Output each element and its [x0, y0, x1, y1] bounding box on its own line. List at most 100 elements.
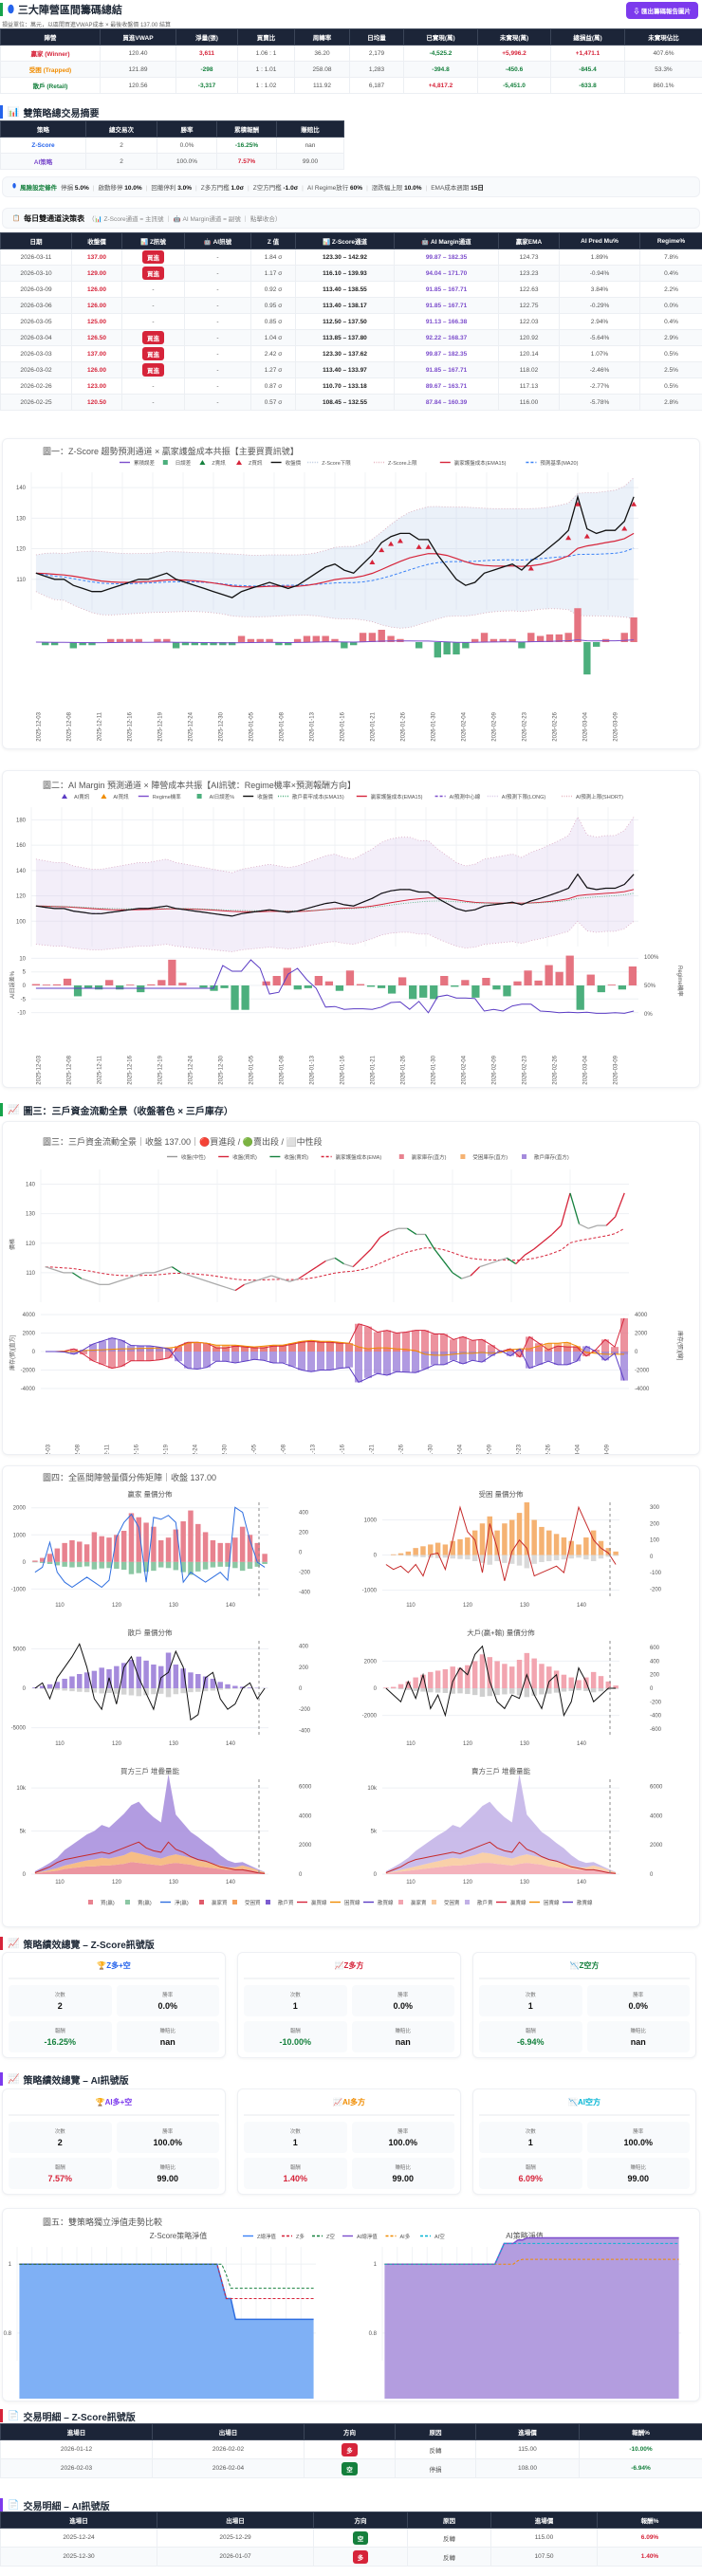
chart-title: 圖一：Z-Score 趨勢預測通道 × 贏家護盤成本共振【主要買賣訊號】 [43, 446, 299, 456]
close-segment [252, 1278, 263, 1282]
subplot-title: 受困 量價分佈 [478, 1489, 524, 1499]
volume-bar [539, 1526, 545, 1555]
legend-label: AI買訊 [113, 793, 129, 800]
table-cell: 2026-03-11 [0, 248, 72, 266]
subplot-title: AI策略淨值 [506, 2231, 544, 2240]
table-cell: 反轉 [407, 2547, 491, 2567]
table-cell: 120.56 [100, 77, 176, 94]
export-report-button[interactable]: ⇩ 匯出籌碼報告圖片 [625, 2, 698, 19]
volume-bar-negative [54, 1561, 61, 1566]
chart-icon: 📊 [8, 106, 20, 118]
column-header: 陣營 [0, 28, 101, 46]
table-cell: 空 [304, 2458, 396, 2478]
volume-bar [77, 1674, 83, 1688]
winner-inventory-bar [545, 1350, 552, 1352]
table-cell: 129.00 [71, 265, 122, 282]
close-segment [334, 1257, 344, 1265]
z-buy-marker [388, 541, 395, 546]
y2-tick-label: 2000 [650, 1843, 663, 1849]
table-cell: - [184, 361, 251, 378]
volume-bar [254, 1542, 261, 1562]
ai-error-bar [116, 985, 124, 990]
volume-bar [210, 1679, 216, 1688]
metric-value: 1 [292, 2138, 298, 2147]
legend-item: 散賣線 [563, 1899, 593, 1906]
column-header: 原因 [395, 2423, 476, 2440]
volume-bar [576, 1544, 582, 1555]
x-tick-label: 130 [520, 1880, 530, 1886]
retail-inventory-bar [165, 1349, 173, 1352]
legend-item: 散買線 [363, 1899, 394, 1906]
ai-error-bar [356, 984, 365, 985]
legend-label: AI預測中心線 [450, 793, 481, 800]
x-tick-label: 2026-01-13 [310, 711, 316, 741]
y2-tick-label: -200 [299, 1707, 311, 1713]
volume-bar [39, 1685, 46, 1688]
x-tick-label: 2026-02-23 [516, 1444, 522, 1454]
close-segment [280, 1278, 290, 1282]
column-header: 進場日 [0, 2512, 157, 2529]
ai-error-bar [31, 984, 41, 985]
y-tick-label: -2000 [635, 1369, 650, 1374]
volume-bar [114, 1665, 120, 1688]
close-segment [551, 1224, 562, 1235]
ai-error-bar [94, 985, 103, 990]
legend-swatch [199, 1900, 204, 1904]
table-row: 2026-03-09 126.00- -0.92 σ 113.40 – 138.55 9… [0, 281, 702, 298]
volume-bar-negative [405, 1688, 412, 1690]
legend-label: Z買訊 [249, 459, 263, 467]
table-cell: -5.64% [559, 329, 640, 346]
y-tick-label: -4000 [21, 1387, 36, 1392]
y2-tick-label: 0% [644, 1012, 653, 1018]
x-tick-label: 2025-12-24 [189, 711, 194, 741]
metric-label: 報酬 [289, 2029, 301, 2034]
table-cell: 36.20 [294, 45, 350, 62]
y2-tick-label: 6000 [650, 1785, 663, 1791]
daily-error-bar [107, 638, 115, 642]
table-row: 2026-03-11 137.00 買進 -1.84 σ 123.30 – 142.92… [0, 248, 702, 266]
legend-item: AI多 [385, 2233, 411, 2240]
winner-inventory-bar [298, 1342, 305, 1352]
table-cell: 2.5% [639, 361, 702, 378]
y2-tick-label: 0 [299, 1686, 303, 1692]
daily-error-bar [191, 642, 198, 646]
legend-item: 日誤差 [162, 459, 192, 467]
table-row: 2026-03-02 126.00 買進 -1.27 σ 113.40 – 133.97… [0, 361, 702, 378]
z-buy-marker [621, 525, 628, 531]
table-cell: 112.50 – 137.50 [295, 313, 395, 330]
table-cell: 1.89% [559, 248, 640, 266]
close-segment [488, 1260, 498, 1265]
close-segment [154, 1269, 163, 1274]
buy-signal-badge: 買進 [142, 250, 164, 264]
net-volume-line [34, 1841, 266, 1874]
daily-error-bar [163, 638, 171, 642]
x-tick-label: 2026-01-21 [371, 1055, 377, 1084]
volume-bar [405, 1681, 412, 1688]
daily-error-bar [42, 642, 49, 646]
volume-bar [598, 1676, 604, 1688]
table-cell: - [121, 297, 185, 314]
volume-bar [202, 1676, 209, 1688]
strategy-name: AI多方 [342, 2097, 365, 2107]
close-segment [389, 1227, 398, 1232]
table-cell: -394.8 [403, 61, 478, 78]
volume-bar-negative [99, 1688, 104, 1694]
z-buy-marker [583, 533, 590, 539]
volume-bar [413, 1677, 418, 1688]
y2-tick-label: 400 [299, 1645, 309, 1650]
chart5-card: 圖五：雙策略獨立淨值走勢比較 Z-Score策略淨值 AI策略淨值 Z總淨值 Z多 Z空 A… [2, 2208, 700, 2401]
volume-bar-negative [457, 1555, 463, 1559]
metric-count: 次數 1 [244, 2122, 347, 2153]
daily-error-bar [499, 638, 507, 642]
close-segment [190, 1275, 200, 1279]
net-volume-line [34, 1643, 266, 1721]
metric-ratio: 賺賠比 nan [116, 2021, 219, 2052]
winner-inventory-bar [459, 1336, 467, 1352]
daily-table-header[interactable]: 📋 每日雙通道決策表 （📊 Z-Score通道 = 主訊號 ｜ 🤖 AI Margi… [2, 208, 700, 229]
daily-error-bar [583, 642, 591, 675]
volume-bar-negative [136, 1561, 142, 1573]
retail-inventory-bar [269, 1352, 277, 1364]
volume-bar-negative [405, 1555, 412, 1556]
legend-swatch [232, 1900, 237, 1904]
volume-bar [531, 1519, 537, 1555]
